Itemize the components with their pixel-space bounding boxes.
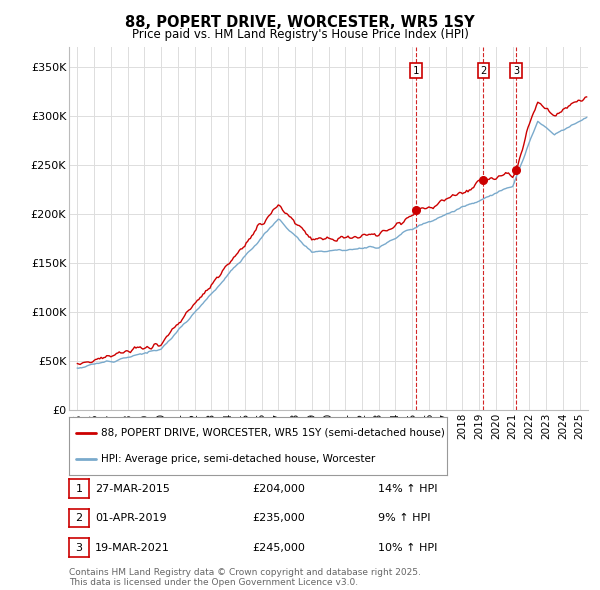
Text: 88, POPERT DRIVE, WORCESTER, WR5 1SY: 88, POPERT DRIVE, WORCESTER, WR5 1SY [125,15,475,30]
Text: 14% ↑ HPI: 14% ↑ HPI [378,484,437,493]
Text: £235,000: £235,000 [252,513,305,523]
Text: 88, POPERT DRIVE, WORCESTER, WR5 1SY (semi-detached house): 88, POPERT DRIVE, WORCESTER, WR5 1SY (se… [101,428,445,438]
Text: £245,000: £245,000 [252,543,305,552]
Text: Contains HM Land Registry data © Crown copyright and database right 2025.
This d: Contains HM Land Registry data © Crown c… [69,568,421,587]
Text: HPI: Average price, semi-detached house, Worcester: HPI: Average price, semi-detached house,… [101,454,376,464]
Text: 3: 3 [76,543,82,552]
Text: 19-MAR-2021: 19-MAR-2021 [95,543,170,552]
Text: 1: 1 [76,484,82,493]
Text: £204,000: £204,000 [252,484,305,493]
Text: 10% ↑ HPI: 10% ↑ HPI [378,543,437,552]
Text: Price paid vs. HM Land Registry's House Price Index (HPI): Price paid vs. HM Land Registry's House … [131,28,469,41]
Text: 2: 2 [480,66,487,76]
Text: 9% ↑ HPI: 9% ↑ HPI [378,513,431,523]
Text: 27-MAR-2015: 27-MAR-2015 [95,484,170,493]
Text: 2: 2 [76,513,82,523]
Text: 1: 1 [413,66,419,76]
Text: 3: 3 [513,66,520,76]
Text: 01-APR-2019: 01-APR-2019 [95,513,166,523]
